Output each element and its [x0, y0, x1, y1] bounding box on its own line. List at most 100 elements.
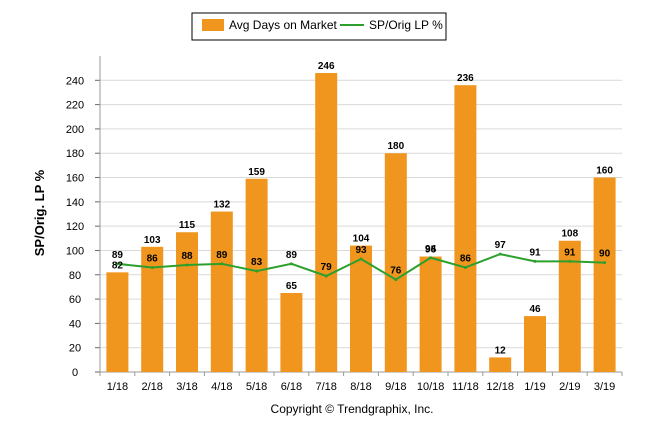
- x-tick-label: 6/18: [281, 381, 302, 393]
- x-tick-label: 1/19: [524, 381, 545, 393]
- bar: [350, 245, 372, 372]
- line-point: [568, 259, 572, 263]
- copyright-footer: Copyright © Trendgraphix, Inc.: [271, 402, 434, 416]
- bar: [141, 246, 164, 372]
- x-axis: 1/18 2/18 3/18 4/18 5/18 6/18 7/18 8/18 9/18 10/1…: [99, 372, 623, 393]
- line-value-label: 79: [321, 262, 333, 273]
- legend: Avg Days on Market SP/Orig LP %: [191, 12, 447, 41]
- y-tick-label: 240: [66, 75, 84, 87]
- bar-value-label: 115: [179, 220, 196, 231]
- x-tick-label: 11/18: [452, 381, 479, 393]
- line-value-label: 97: [495, 240, 507, 251]
- x-tick-label: 7/18: [315, 381, 336, 393]
- bar: [210, 211, 233, 372]
- x-tick-label: 3/18: [176, 381, 197, 393]
- line-value-label: 91: [564, 247, 576, 258]
- y-tick-label: 220: [66, 100, 84, 112]
- line-value-label: 86: [460, 253, 472, 264]
- line-point: [255, 269, 259, 273]
- legend-box: [191, 12, 447, 41]
- line-value-label: 83: [251, 257, 263, 268]
- y-tick-label: 200: [66, 124, 84, 136]
- bar-value-label: 103: [144, 235, 161, 246]
- bar: [280, 293, 303, 372]
- bar-value-label: 46: [529, 304, 541, 315]
- line-point: [533, 259, 537, 263]
- line-point: [463, 265, 467, 269]
- line-point: [150, 265, 154, 269]
- x-tick-label: 8/18: [350, 381, 371, 393]
- bar: [454, 85, 477, 373]
- line-value-label: 89: [216, 250, 228, 261]
- bar: [245, 178, 268, 372]
- bar-value-label: 236: [457, 73, 474, 84]
- legend-label-line: SP/Orig LP %: [369, 18, 443, 32]
- line-point: [359, 257, 363, 261]
- line-point: [115, 262, 119, 266]
- x-tick-label: 5/18: [246, 381, 267, 393]
- line-point: [289, 262, 293, 266]
- y-tick-label: 140: [66, 197, 84, 209]
- line-point: [498, 252, 502, 256]
- x-tick-label: 2/18: [141, 381, 162, 393]
- line-series: [115, 252, 607, 282]
- y-tick-label: 0: [72, 367, 78, 379]
- bar-value-label: 159: [248, 167, 265, 178]
- bar: [558, 240, 581, 372]
- bar: [384, 153, 407, 372]
- line-point: [429, 256, 433, 260]
- bar-value-label: 132: [213, 200, 230, 211]
- line-point: [324, 274, 328, 278]
- y-tick-label: 160: [66, 173, 84, 185]
- x-tick-label: 4/18: [211, 381, 232, 393]
- bar: [524, 316, 546, 372]
- y-tick-label: 180: [66, 148, 84, 160]
- x-tick-label: 3/19: [594, 381, 615, 393]
- bar: [315, 73, 338, 372]
- bar: [489, 357, 512, 372]
- bar-value-label: 95: [425, 245, 437, 256]
- line-value-label: 91: [529, 247, 541, 258]
- bar-value-label: 65: [286, 281, 298, 292]
- line-value-label: 89: [112, 250, 124, 261]
- bar-value-label: 108: [561, 229, 578, 240]
- y-tick-label: 20: [69, 343, 81, 355]
- y-tick-label: 40: [69, 318, 81, 330]
- bar-value-label: 12: [495, 345, 507, 356]
- line-value-label: 89: [286, 250, 298, 261]
- bar-value-label: 180: [387, 141, 404, 152]
- line-point: [185, 263, 189, 267]
- bar: [593, 177, 616, 372]
- x-tick-label: 1/18: [107, 381, 128, 393]
- data-labels: 82 103 115 132 159 65 246 104 180 95 236 12 46 108 160…: [112, 61, 614, 356]
- y-tick-label: 60: [69, 294, 81, 306]
- x-tick-label: 10/18: [417, 381, 445, 393]
- line-value-label: 88: [181, 251, 193, 262]
- line-point: [603, 261, 607, 265]
- legend-swatch-bar: [202, 19, 224, 31]
- line-value-label: 94: [425, 244, 437, 255]
- line-value-label: 93: [355, 245, 367, 256]
- x-tick-label: 9/18: [385, 381, 406, 393]
- y-tick-label: 80: [69, 270, 81, 282]
- x-tick-label: 12/18: [486, 381, 514, 393]
- bar: [176, 232, 198, 372]
- line-value-label: 76: [390, 266, 402, 277]
- line-value-label: 90: [599, 249, 611, 260]
- line-point: [394, 278, 398, 282]
- y-tick-label: 120: [66, 221, 84, 233]
- bar-value-label: 246: [318, 61, 335, 72]
- line-value-label: 86: [147, 253, 159, 264]
- bar-value-label: 104: [353, 234, 370, 245]
- y-axis-label: SP/Orig. LP %: [32, 169, 47, 256]
- y-tick-label: 100: [66, 245, 84, 257]
- bar-value-label: 82: [112, 260, 124, 271]
- bar-value-label: 160: [596, 166, 613, 177]
- line-point: [220, 262, 224, 266]
- legend-label-bar: Avg Days on Market: [229, 18, 337, 32]
- bar-series: [106, 73, 616, 373]
- y-axis: 0 20 40 60 80 100 120 140 160 180 200 220 240: [66, 56, 101, 379]
- bar: [106, 272, 129, 372]
- x-tick-label: 2/19: [559, 381, 580, 393]
- bar: [419, 256, 442, 372]
